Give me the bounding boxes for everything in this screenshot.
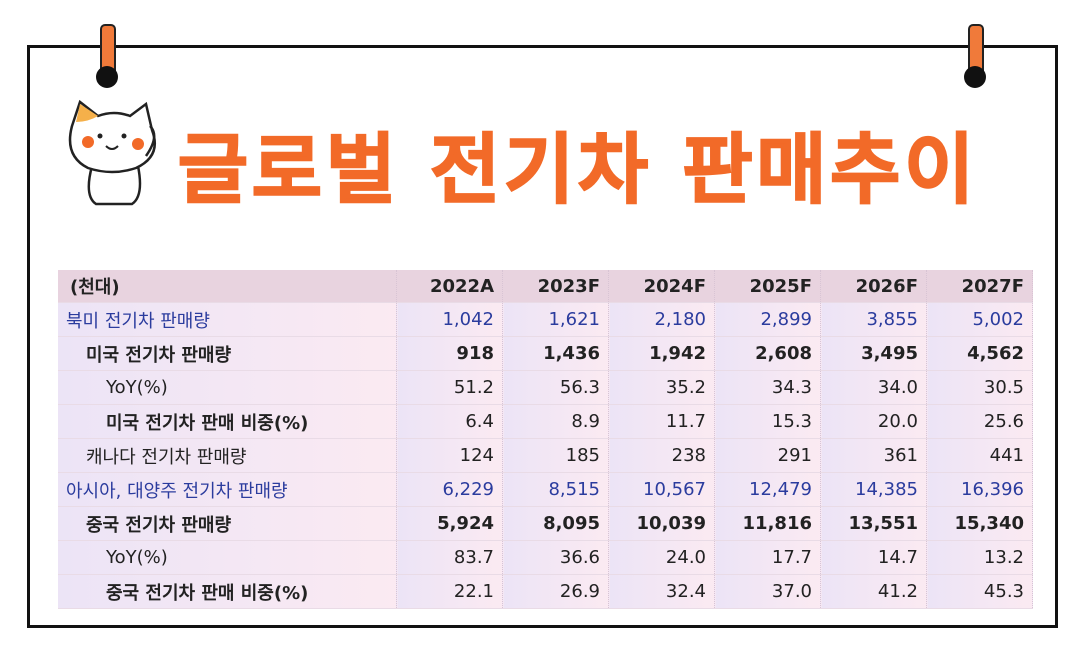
cell: 1,042 (396, 302, 503, 337)
pin-head (964, 66, 986, 88)
cell: 11,816 (714, 506, 821, 541)
cell: 30.5 (926, 370, 1033, 405)
row-label: YoY(%) (58, 540, 397, 575)
cell: 15.3 (714, 404, 821, 439)
table-row: 북미 전기차 판매량 1,042 1,621 2,180 2,899 3,855 5,002 (58, 302, 1033, 337)
header-cell: 2022A (396, 270, 503, 303)
header-cell: (천대) (58, 270, 397, 303)
cell: 17.7 (714, 540, 821, 575)
cell: 22.1 (396, 574, 503, 609)
cell: 8,095 (502, 506, 609, 541)
cell: 13.2 (926, 540, 1033, 575)
table-row: 미국 전기차 판매량 918 1,436 1,942 2,608 3,495 4,562 (58, 336, 1033, 371)
cell: 11.7 (608, 404, 715, 439)
cell: 25.6 (926, 404, 1033, 439)
cell: 291 (714, 438, 821, 473)
cell: 34.0 (820, 370, 927, 405)
row-label: 미국 전기차 판매 비중(%) (58, 404, 397, 439)
cell: 2,180 (608, 302, 715, 337)
row-label: 아시아, 대양주 전기차 판매량 (58, 472, 397, 507)
cell: 1,621 (502, 302, 609, 337)
cell: 41.2 (820, 574, 927, 609)
header-cell: 2025F (714, 270, 821, 303)
cell: 20.0 (820, 404, 927, 439)
cell: 8,515 (502, 472, 609, 507)
table-row: 중국 전기차 판매량 5,924 8,095 10,039 11,816 13,551 15… (58, 506, 1033, 541)
table-row: YoY(%) 51.2 56.3 35.2 34.3 34.0 30.5 (58, 370, 1033, 405)
cell: 238 (608, 438, 715, 473)
cell: 14,385 (820, 472, 927, 507)
cell: 83.7 (396, 540, 503, 575)
header-row: (천대) 2022A 2023F 2024F 2025F 2026F 2027F (58, 270, 1033, 303)
cell: 56.3 (502, 370, 609, 405)
cell: 26.9 (502, 574, 609, 609)
title: 글로벌 전기차 판매추이 (177, 124, 979, 215)
row-label: 중국 전기차 판매량 (58, 506, 397, 541)
cell: 918 (396, 336, 503, 371)
cell: 36.6 (502, 540, 609, 575)
cell: 361 (820, 438, 927, 473)
header-cell: 2023F (502, 270, 609, 303)
cell: 34.3 (714, 370, 821, 405)
row-label: 북미 전기차 판매량 (58, 302, 397, 337)
cell: 45.3 (926, 574, 1033, 609)
cell: 24.0 (608, 540, 715, 575)
table-row: 아시아, 대양주 전기차 판매량 6,229 8,515 10,567 12,479 14… (58, 472, 1033, 507)
cell: 2,899 (714, 302, 821, 337)
row-label: 캐나다 전기차 판매량 (58, 438, 397, 473)
cell: 15,340 (926, 506, 1033, 541)
frame (27, 45, 1058, 628)
cell: 10,567 (608, 472, 715, 507)
cell: 3,855 (820, 302, 927, 337)
table-row: 미국 전기차 판매 비중(%) 6.4 8.9 11.7 15.3 20.0 25.6 (58, 404, 1033, 439)
cell: 6,229 (396, 472, 503, 507)
cell: 441 (926, 438, 1033, 473)
table-row: 캐나다 전기차 판매량 124 185 238 291 361 441 (58, 438, 1033, 473)
mascot (68, 99, 156, 206)
cell: 16,396 (926, 472, 1033, 507)
pin-head (96, 66, 118, 88)
row-label: 중국 전기차 판매 비중(%) (58, 574, 397, 609)
cell: 35.2 (608, 370, 715, 405)
cell: 14.7 (820, 540, 927, 575)
cell: 32.4 (608, 574, 715, 609)
cell: 13,551 (820, 506, 927, 541)
cell: 51.2 (396, 370, 503, 405)
row-label: 미국 전기차 판매량 (58, 336, 397, 371)
cell: 12,479 (714, 472, 821, 507)
cell: 5,924 (396, 506, 503, 541)
cell: 5,002 (926, 302, 1033, 337)
cell: 1,942 (608, 336, 715, 371)
data-table: (천대) 2022A 2023F 2024F 2025F 2026F 2027F 북미 전기차… (58, 270, 1033, 609)
cell: 6.4 (396, 404, 503, 439)
cell: 10,039 (608, 506, 715, 541)
cell: 3,495 (820, 336, 927, 371)
cell: 185 (502, 438, 609, 473)
cell: 4,562 (926, 336, 1033, 371)
cell: 2,608 (714, 336, 821, 371)
header-cell: 2027F (926, 270, 1033, 303)
header-cell: 2026F (820, 270, 927, 303)
cell: 124 (396, 438, 503, 473)
header-cell: 2024F (608, 270, 715, 303)
table-row: 중국 전기차 판매 비중(%) 22.1 26.9 32.4 37.0 41.2 45.3 (58, 574, 1033, 609)
table-row: YoY(%) 83.7 36.6 24.0 17.7 14.7 13.2 (58, 540, 1033, 575)
cell: 37.0 (714, 574, 821, 609)
cell: 8.9 (502, 404, 609, 439)
row-label: YoY(%) (58, 370, 397, 405)
cell: 1,436 (502, 336, 609, 371)
